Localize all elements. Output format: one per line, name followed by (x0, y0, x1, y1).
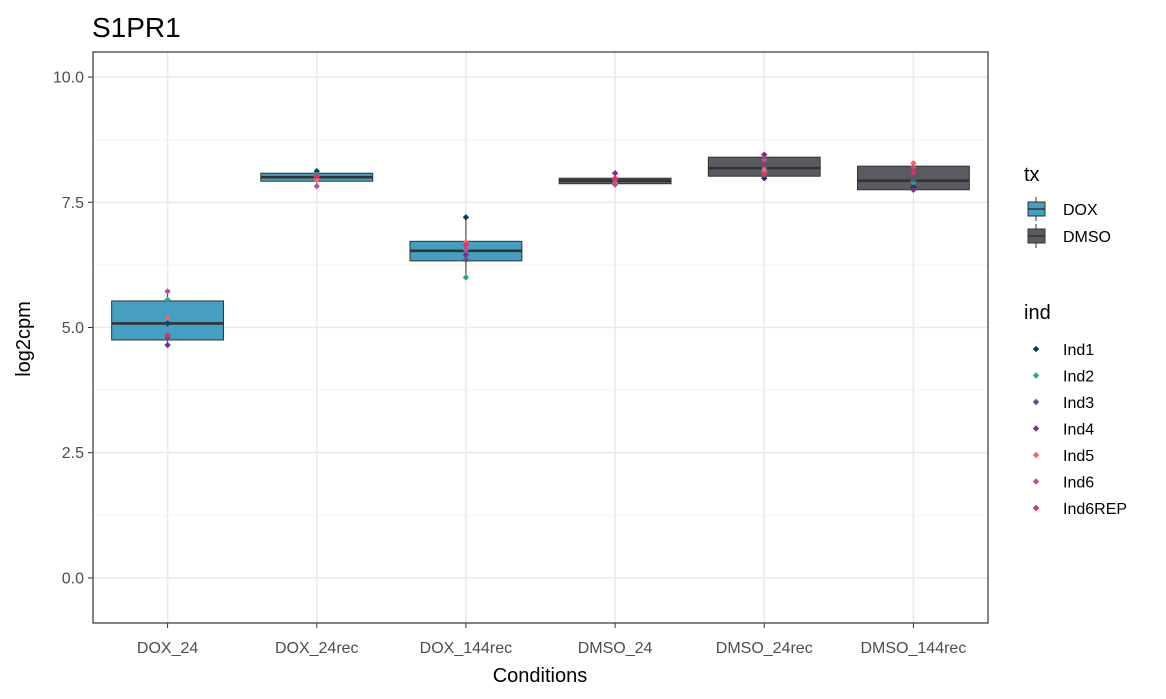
legend-ind-label: Ind5 (1063, 448, 1094, 465)
point-Ind6 (761, 156, 768, 163)
point-Ind5 (313, 176, 320, 183)
y-tick-label: 10.0 (53, 70, 84, 87)
legend-ind-item-Ind6REP: Ind6REP (1032, 501, 1127, 518)
y-tick-label: 5.0 (62, 320, 84, 337)
legend-ind-marker (1032, 504, 1040, 512)
point-Ind5 (164, 314, 171, 321)
chart-title: S1PR1 (92, 12, 181, 43)
point-Ind4 (164, 341, 171, 349)
legend-ind-label: Ind6REP (1063, 501, 1127, 518)
y-tick-label: 2.5 (62, 445, 84, 462)
x-tick-label: DMSO_24rec (716, 640, 813, 657)
point-Ind5 (761, 166, 768, 173)
point-Ind6REP (910, 169, 917, 176)
point-Ind6 (910, 164, 917, 171)
point-Ind6REP (462, 241, 470, 249)
x-axis: DOX_24 DOX_24rec DOX_144rec DMSO_24 DMSO_24r… (137, 623, 966, 657)
legend-ind-marker (1032, 451, 1040, 459)
legend-ind-marker (1032, 425, 1040, 432)
x-tick-label: DOX_144rec (420, 640, 513, 657)
x-tick-label: DMSO_144rec (861, 640, 967, 657)
legend-ind: ind Ind1 Ind2 Ind3 Ind4 Ind5 Ind6 Ind6REP (1024, 302, 1127, 518)
legend-ind-label: Ind1 (1063, 342, 1094, 359)
legend-ind-label: Ind2 (1063, 369, 1094, 386)
point-Ind1 (462, 214, 470, 221)
legend-ind-marker (1032, 398, 1040, 406)
boxes (111, 154, 970, 346)
point-Ind4 (462, 251, 470, 259)
y-axis-title: log2cpm (13, 301, 35, 377)
legend-ind-label: Ind6 (1063, 475, 1094, 492)
legend-ind-item-Ind2: Ind2 (1032, 369, 1094, 386)
x-tick-label: DMSO_24 (578, 640, 653, 657)
legend-tx: tx DOX DMSO (1024, 164, 1111, 248)
point-Ind4 (761, 151, 768, 158)
points (164, 151, 917, 349)
legend-tx-label: DOX (1063, 202, 1098, 219)
point-Ind6REP (313, 173, 320, 180)
x-tick-label: DOX_24 (137, 640, 198, 657)
point-Ind6 (164, 288, 171, 295)
y-tick-label: 7.5 (62, 195, 84, 212)
legend-ind-item-Ind5: Ind5 (1032, 448, 1094, 465)
legend-tx-item-DMSO: DMSO (1027, 224, 1111, 248)
point-Ind6 (313, 183, 320, 190)
point-Ind1 (761, 175, 768, 182)
point-Ind3 (462, 256, 470, 264)
legend-ind-label: Ind4 (1063, 422, 1094, 439)
legend-ind-item-Ind3: Ind3 (1032, 395, 1094, 412)
point-Ind2 (164, 296, 171, 304)
legend-ind-marker (1032, 372, 1040, 379)
x-tick-label: DOX_24rec (275, 640, 359, 657)
legend-ind-item-Ind4: Ind4 (1032, 422, 1094, 439)
point-Ind4 (611, 170, 619, 177)
panel-border (92, 51, 989, 624)
point-Ind1 (313, 168, 320, 175)
point-Ind6 (611, 181, 619, 188)
legend-ind-label: Ind3 (1063, 395, 1094, 412)
legend-tx-label: DMSO (1063, 229, 1111, 246)
point-Ind2 (462, 274, 470, 281)
point-Ind4 (910, 186, 917, 193)
point-Ind6REP (164, 331, 171, 339)
legend-tx-item-DOX: DOX (1027, 197, 1098, 221)
legend-ind-title: ind (1024, 302, 1051, 324)
y-axis: 0.0 2.5 5.0 7.5 10.0 (53, 70, 93, 587)
y-tick-label: 0.0 (62, 570, 84, 587)
legend-ind-item-Ind6: Ind6 (1032, 475, 1094, 492)
point-Ind3 (910, 176, 917, 183)
legend-ind-marker (1032, 345, 1040, 353)
point-Ind6 (462, 246, 470, 254)
point-Ind5 (910, 159, 917, 167)
x-axis-title: Conditions (493, 665, 588, 687)
grid (93, 52, 988, 623)
legend-ind-item-Ind1: Ind1 (1032, 342, 1094, 359)
legend-ind-marker (1032, 478, 1040, 485)
point-Ind1 (164, 320, 171, 327)
legend-tx-title: tx (1024, 164, 1040, 186)
point-Ind6REP (611, 175, 619, 182)
point-Ind6REP (761, 171, 768, 178)
